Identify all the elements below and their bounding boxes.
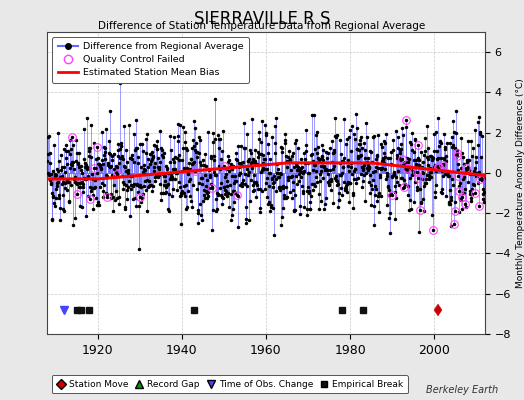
Legend: Difference from Regional Average, Quality Control Failed, Estimated Station Mean: Difference from Regional Average, Qualit… — [52, 37, 249, 83]
Text: SIERRAVILLE R S: SIERRAVILLE R S — [194, 10, 330, 28]
Y-axis label: Monthly Temperature Anomaly Difference (°C): Monthly Temperature Anomaly Difference (… — [517, 78, 524, 288]
Legend: Station Move, Record Gap, Time of Obs. Change, Empirical Break: Station Move, Record Gap, Time of Obs. C… — [52, 376, 408, 394]
Text: Difference of Station Temperature Data from Regional Average: Difference of Station Temperature Data f… — [99, 21, 425, 31]
Text: Berkeley Earth: Berkeley Earth — [425, 385, 498, 395]
